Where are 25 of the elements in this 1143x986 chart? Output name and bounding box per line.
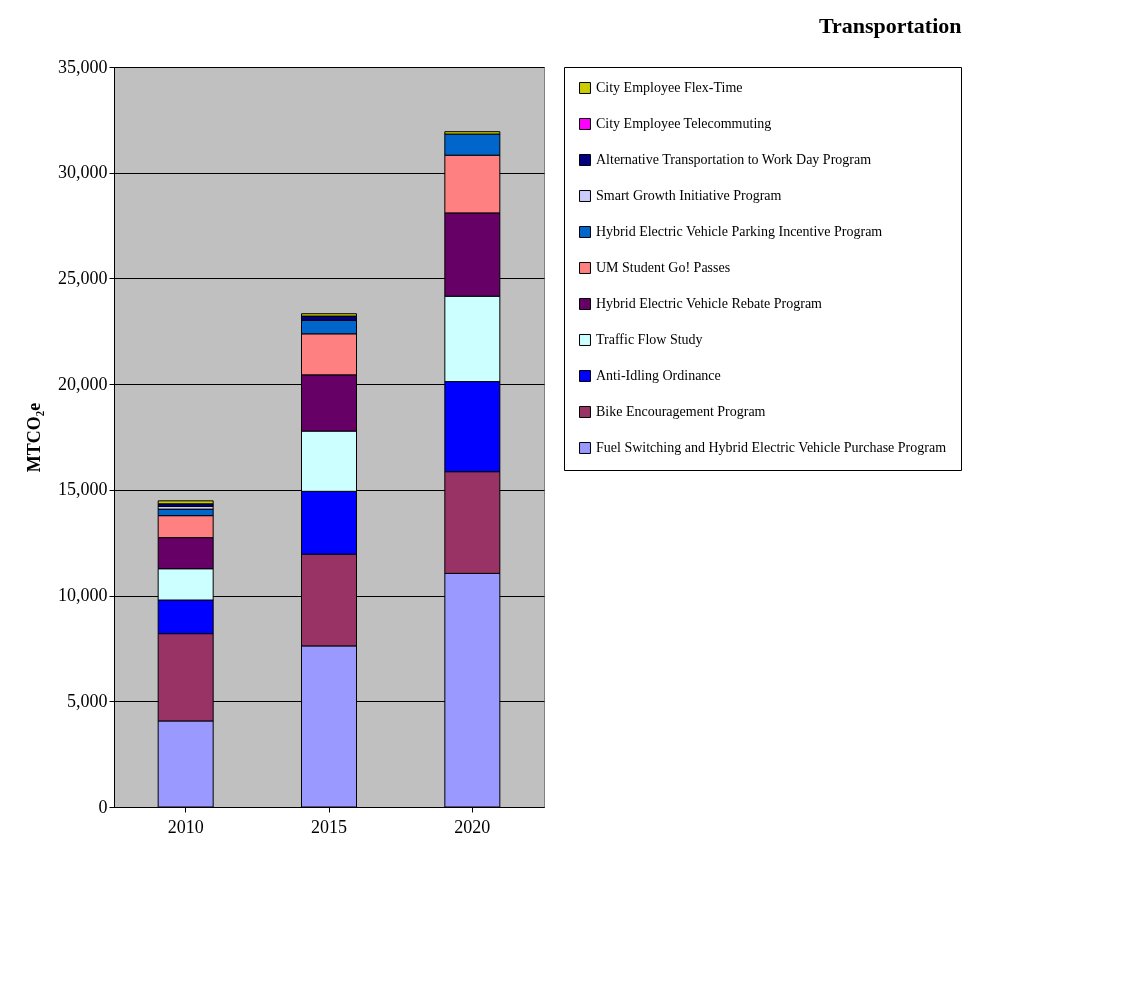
y-tick-label: 30,000 (58, 162, 108, 183)
y-tick-label: 20,000 (58, 373, 108, 394)
x-tick-label: 2015 (311, 816, 347, 837)
legend-label: Hybrid Electric Vehicle Parking Incentive Program (596, 224, 883, 239)
y-tick-label: 35,000 (58, 56, 108, 77)
y-tick-label: 10,000 (58, 585, 108, 606)
legend-label: Smart Growth Initiative Program (596, 188, 782, 203)
text: Transportation (818, 13, 962, 38)
legend-label: City Employee Telecommuting (596, 116, 772, 131)
bar (301, 313, 357, 317)
x-tick-label: 2010 (167, 816, 204, 837)
y-tick-label: 0 (98, 796, 108, 817)
y-tick-label: 25,000 (58, 267, 108, 288)
legend-label: Traffic Flow Study (596, 332, 703, 347)
y-tick-label: 5,000 (67, 690, 108, 711)
y-tick-label: 15,000 (58, 479, 108, 500)
x-tick-label: 2020 (454, 816, 491, 837)
y-axis-title: MTCO₂e (24, 402, 44, 473)
legend-label: Anti-Idling Ordinance (596, 368, 721, 383)
legend-label: Fuel Switching and Hybrid Electric Vehicle Purchase Program (596, 440, 947, 455)
legend-label: Hybrid Electric Vehicle Rebate Program (596, 296, 823, 311)
legend-label: City Employee Flex-Time (596, 80, 743, 95)
legend-label: Bike Encouragement Program (596, 404, 766, 419)
legend-label: UM Student Go! Passes (596, 260, 731, 275)
legend-label: Alternative Transportation to Work Day Program (596, 152, 872, 167)
